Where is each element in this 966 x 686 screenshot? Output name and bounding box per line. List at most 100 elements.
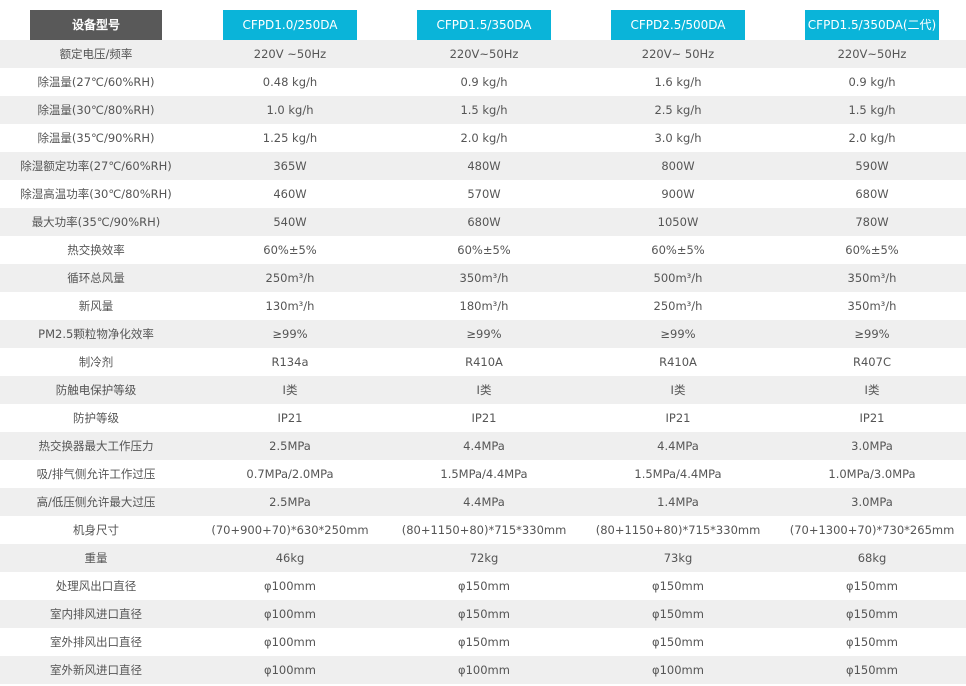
spec-row: 吸/排气侧允许工作过压 0.7MPa/2.0MPa 1.5MPa/4.4MPa 1.5… bbox=[0, 460, 966, 488]
spec-value: 1.5MPa/4.4MPa bbox=[440, 467, 528, 481]
spec-value: 250m³/h bbox=[265, 271, 315, 285]
spec-value: 130m³/h bbox=[265, 299, 315, 313]
header-row: 设备型号 CFPD1.0/250DA CFPD1.5/350DA CFPD2.5/50… bbox=[0, 0, 966, 40]
spec-row: 防护等级 IP21 IP21 IP21 IP21 bbox=[0, 404, 966, 432]
spec-value: 1.6 kg/h bbox=[654, 75, 702, 89]
row-label: 制冷剂 bbox=[78, 355, 114, 369]
spec-value: ≥99% bbox=[272, 327, 308, 341]
spec-value: 350m³/h bbox=[847, 271, 897, 285]
spec-value: 4.4MPa bbox=[657, 439, 699, 453]
spec-row: 室内排风进口直径 φ100mm φ150mm φ150mm φ150mm bbox=[0, 600, 966, 628]
spec-row: 除温量(27℃/60%RH) 0.48 kg/h 0.9 kg/h 1.6 kg/h 0… bbox=[0, 68, 966, 96]
spec-value: IP21 bbox=[859, 411, 885, 425]
spec-value: (70+1300+70)*730*265mm bbox=[789, 523, 955, 537]
spec-row: PM2.5颗粒物净化效率 ≥99% ≥99% ≥99% ≥99% bbox=[0, 320, 966, 348]
spec-value: 220V~50Hz bbox=[837, 47, 907, 61]
spec-value: 3.0MPa bbox=[851, 495, 893, 509]
spec-value: φ100mm bbox=[264, 579, 316, 593]
spec-value: Ⅰ类 bbox=[864, 383, 880, 397]
row-label: 吸/排气侧允许工作过压 bbox=[36, 467, 156, 481]
spec-value: φ150mm bbox=[846, 663, 898, 677]
row-label: 除温量(30℃/80%RH) bbox=[37, 103, 155, 117]
spec-row: 处理风出口直径 φ100mm φ150mm φ150mm φ150mm bbox=[0, 572, 966, 600]
spec-value: ≥99% bbox=[660, 327, 696, 341]
spec-value: 220V~ 50Hz bbox=[641, 47, 715, 61]
spec-value: 800W bbox=[661, 159, 695, 173]
spec-value: 680W bbox=[467, 215, 501, 229]
model-header: CFPD2.5/500DA bbox=[611, 10, 745, 40]
spec-row: 除温量(30℃/80%RH) 1.0 kg/h 1.5 kg/h 2.5 kg/h 1.… bbox=[0, 96, 966, 124]
row-label: 最大功率(35℃/90%RH) bbox=[31, 215, 161, 229]
row-label: 室外新风进口直径 bbox=[50, 663, 142, 677]
spec-value: 4.4MPa bbox=[463, 495, 505, 509]
spec-value: 900W bbox=[661, 187, 695, 201]
spec-row: 循环总风量 250m³/h 350m³/h 500m³/h 350m³/h bbox=[0, 264, 966, 292]
spec-row: 室外新风进口直径 φ100mm φ100mm φ100mm φ150mm bbox=[0, 656, 966, 684]
spec-value: φ150mm bbox=[846, 607, 898, 621]
spec-row: 高/低压侧允许最大过压 2.5MPa 4.4MPa 1.4MPa 3.0MPa bbox=[0, 488, 966, 516]
spec-row: 除温量(35℃/90%RH) 1.25 kg/h 2.0 kg/h 3.0 kg/h 2… bbox=[0, 124, 966, 152]
spec-value: 72kg bbox=[469, 551, 499, 565]
spec-value: 540W bbox=[273, 215, 307, 229]
spec-row: 除湿额定功率(27℃/60%RH) 365W 480W 800W 590W bbox=[0, 152, 966, 180]
spec-value: 180m³/h bbox=[459, 299, 509, 313]
spec-value: 460W bbox=[273, 187, 307, 201]
row-label: 处理风出口直径 bbox=[55, 579, 137, 593]
spec-value: 570W bbox=[467, 187, 501, 201]
spec-row: 除湿高温功率(30℃/80%RH) 460W 570W 900W 680W bbox=[0, 180, 966, 208]
spec-value: φ150mm bbox=[846, 579, 898, 593]
spec-value: R134a bbox=[271, 355, 309, 369]
spec-value: 0.9 kg/h bbox=[460, 75, 508, 89]
model-header: CFPD1.0/250DA bbox=[223, 10, 357, 40]
spec-value: 680W bbox=[855, 187, 889, 201]
spec-value: 2.5MPa bbox=[269, 439, 311, 453]
spec-value: 60%±5% bbox=[457, 243, 511, 257]
row-label: 循环总风量 bbox=[67, 271, 125, 285]
spec-value: 2.0 kg/h bbox=[848, 131, 896, 145]
spec-value: φ150mm bbox=[846, 635, 898, 649]
spec-value: φ100mm bbox=[264, 635, 316, 649]
model-header: CFPD1.5/350DA bbox=[417, 10, 551, 40]
spec-row: 室外排风出口直径 φ100mm φ150mm φ150mm φ150mm bbox=[0, 628, 966, 656]
spec-value: IP21 bbox=[471, 411, 497, 425]
spec-value: R407C bbox=[853, 355, 891, 369]
spec-value: Ⅰ类 bbox=[282, 383, 298, 397]
row-label: 热交换效率 bbox=[67, 243, 125, 257]
spec-value: 220V~50Hz bbox=[449, 47, 519, 61]
spec-value: (70+900+70)*630*250mm bbox=[211, 523, 369, 537]
row-label: PM2.5颗粒物净化效率 bbox=[38, 327, 154, 341]
spec-value: 60%±5% bbox=[651, 243, 705, 257]
spec-value: 68kg bbox=[857, 551, 887, 565]
spec-value: 0.7MPa/2.0MPa bbox=[246, 467, 334, 481]
spec-value: 250m³/h bbox=[653, 299, 703, 313]
spec-value: φ100mm bbox=[264, 607, 316, 621]
row-label: 除湿高温功率(30℃/80%RH) bbox=[20, 187, 172, 201]
spec-value: 3.0MPa bbox=[851, 439, 893, 453]
spec-value: φ150mm bbox=[652, 579, 704, 593]
spec-value: φ100mm bbox=[652, 663, 704, 677]
spec-value: 590W bbox=[855, 159, 889, 173]
spec-value: φ100mm bbox=[264, 663, 316, 677]
spec-value: 2.5 kg/h bbox=[654, 103, 702, 117]
row-label: 防护等级 bbox=[73, 411, 119, 425]
spec-value: ≥99% bbox=[854, 327, 890, 341]
spec-value: 1050W bbox=[657, 215, 699, 229]
spec-value: R410A bbox=[659, 355, 697, 369]
spec-value: 0.48 kg/h bbox=[262, 75, 318, 89]
row-label: 室外排风出口直径 bbox=[50, 635, 142, 649]
spec-value: φ150mm bbox=[458, 579, 510, 593]
spec-value: 220V ~50Hz bbox=[253, 47, 327, 61]
spec-value: 4.4MPa bbox=[463, 439, 505, 453]
spec-value: 350m³/h bbox=[847, 299, 897, 313]
spec-row: 制冷剂 R134a R410A R410A R407C bbox=[0, 348, 966, 376]
row-label: 除温量(35℃/90%RH) bbox=[37, 131, 155, 145]
spec-value: 1.25 kg/h bbox=[262, 131, 318, 145]
spec-value: 1.0MPa/3.0MPa bbox=[828, 467, 916, 481]
row-label: 防触电保护等级 bbox=[55, 383, 137, 397]
spec-value: 60%±5% bbox=[263, 243, 317, 257]
spec-row: 重量 46kg 72kg 73kg 68kg bbox=[0, 544, 966, 572]
spec-row: 防触电保护等级 Ⅰ类 Ⅰ类 Ⅰ类 Ⅰ类 bbox=[0, 376, 966, 404]
spec-row: 额定电压/频率 220V ~50Hz 220V~50Hz 220V~ 50Hz 220V… bbox=[0, 40, 966, 68]
spec-row: 最大功率(35℃/90%RH) 540W 680W 1050W 780W bbox=[0, 208, 966, 236]
spec-value: 1.5 kg/h bbox=[848, 103, 896, 117]
